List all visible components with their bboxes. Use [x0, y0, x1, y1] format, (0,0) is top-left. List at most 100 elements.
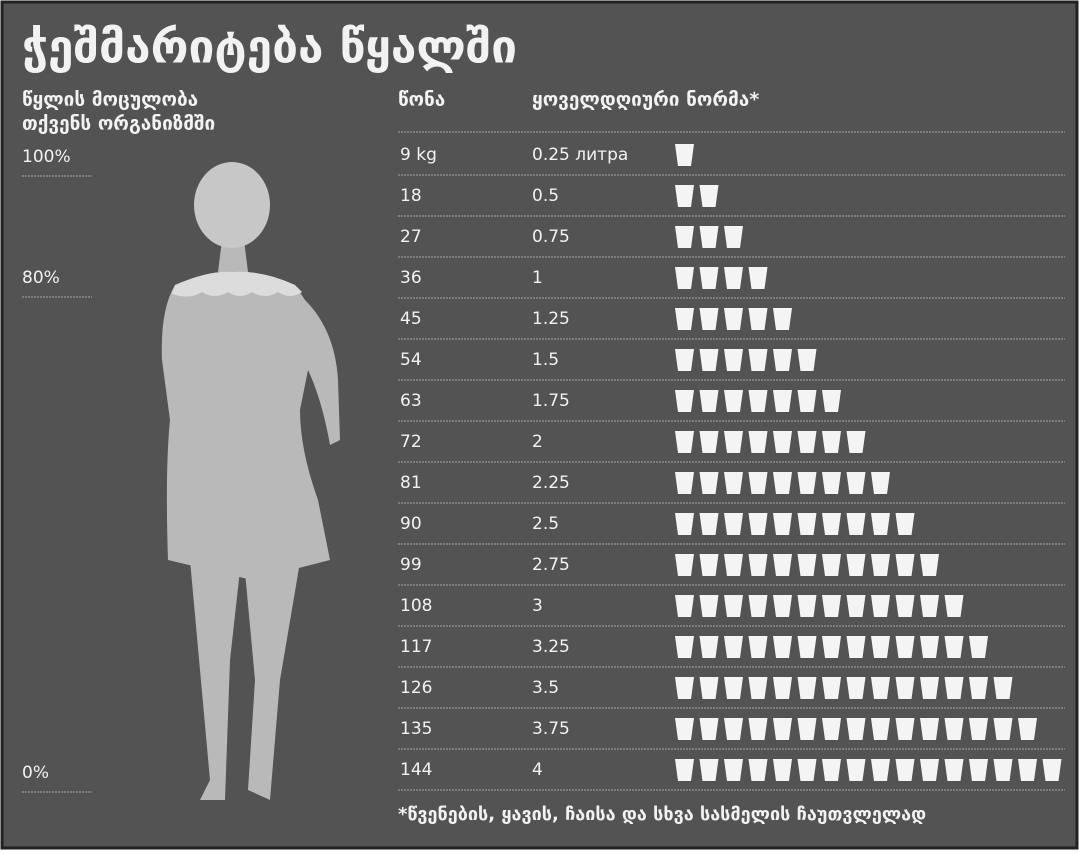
cup	[675, 472, 694, 494]
cup	[797, 349, 817, 371]
cup	[724, 636, 743, 658]
cup	[969, 636, 988, 658]
footnote: *წვენების, ყავის, ჩაისა და სხვა სასმელის…	[398, 804, 926, 825]
cup	[944, 718, 964, 740]
cup	[724, 226, 743, 248]
column-header: წონა	[398, 89, 445, 111]
cup	[675, 226, 694, 248]
cup	[699, 267, 719, 289]
norm: 0.75	[532, 227, 570, 247]
norm: 1.75	[532, 391, 570, 411]
left-header: თქვენს ორგანიზმში	[22, 113, 215, 135]
weight: 72	[400, 432, 422, 452]
cup	[846, 595, 866, 617]
cup	[920, 718, 939, 740]
cup	[724, 431, 743, 453]
weight: 63	[400, 391, 422, 411]
cup	[797, 513, 817, 535]
cup	[748, 431, 768, 453]
cup	[724, 554, 743, 576]
cup	[822, 677, 841, 699]
cup	[822, 472, 841, 494]
weight: 27	[400, 227, 422, 247]
cup	[944, 759, 964, 781]
cup	[748, 267, 768, 289]
left-header: წყლის მოცულობა	[22, 89, 198, 111]
cup	[699, 513, 719, 535]
cup	[773, 431, 792, 453]
cup	[797, 759, 817, 781]
cup	[724, 759, 743, 781]
cup	[969, 759, 988, 781]
weight: 144	[400, 760, 432, 780]
cup	[920, 759, 939, 781]
cup	[748, 308, 768, 330]
cup	[797, 390, 817, 412]
cup	[699, 308, 719, 330]
norm: 0.5	[532, 186, 559, 206]
weight: 126	[400, 678, 432, 698]
cup	[699, 185, 719, 207]
cup	[773, 554, 792, 576]
cup	[748, 677, 768, 699]
cup	[871, 472, 890, 494]
cup	[699, 636, 719, 658]
weight: 45	[400, 309, 422, 329]
cup	[895, 677, 915, 699]
cup	[724, 677, 743, 699]
norm: 3	[532, 596, 543, 616]
cup	[724, 595, 743, 617]
cup	[846, 431, 866, 453]
cup	[724, 308, 743, 330]
cup	[699, 718, 719, 740]
cup	[920, 677, 939, 699]
cup	[1018, 718, 1037, 740]
cup	[773, 308, 792, 330]
cup	[993, 759, 1013, 781]
cup	[748, 472, 768, 494]
weight: 99	[400, 555, 422, 575]
norm: 1.25	[532, 309, 570, 329]
cup	[797, 554, 817, 576]
cup	[699, 472, 719, 494]
cup	[748, 349, 768, 371]
cup	[871, 718, 890, 740]
cup	[871, 513, 890, 535]
cup	[773, 759, 792, 781]
cup	[846, 554, 866, 576]
cup	[773, 595, 792, 617]
cup	[699, 431, 719, 453]
percent-label: 100%	[22, 147, 71, 167]
cup	[846, 677, 866, 699]
cup	[822, 636, 841, 658]
cup	[699, 226, 719, 248]
norm: 4	[532, 760, 543, 780]
cup	[675, 636, 694, 658]
cup	[724, 349, 743, 371]
cup	[871, 759, 890, 781]
cup	[675, 431, 694, 453]
cup	[675, 267, 694, 289]
weight: 135	[400, 719, 432, 739]
weight: 90	[400, 514, 422, 534]
cup	[675, 554, 694, 576]
cup	[699, 554, 719, 576]
cup	[699, 759, 719, 781]
cup	[822, 513, 841, 535]
cup	[675, 759, 694, 781]
cup	[748, 554, 768, 576]
cup	[773, 349, 792, 371]
cup	[871, 554, 890, 576]
silhouette	[161, 162, 340, 800]
cup	[969, 718, 988, 740]
norm: 3.5	[532, 678, 559, 698]
cup	[724, 390, 743, 412]
weight: 81	[400, 473, 422, 493]
column-header: ყოველდღიური ნორმა*	[532, 89, 759, 111]
norm: 2	[532, 432, 543, 452]
cup	[675, 349, 694, 371]
norm: 2.25	[532, 473, 570, 493]
cup	[895, 554, 915, 576]
cup	[675, 390, 694, 412]
cup	[773, 472, 792, 494]
